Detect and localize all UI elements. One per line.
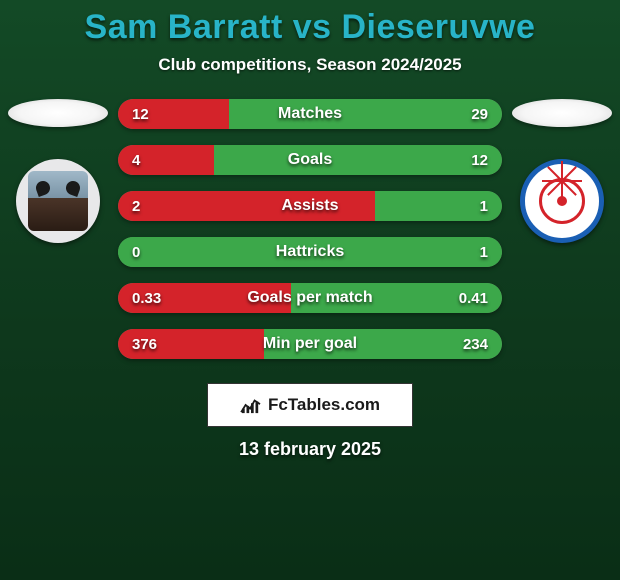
- stat-label: Hattricks: [276, 243, 344, 261]
- comparison-card: Sam Barratt vs Dieseruvwe Club competiti…: [0, 0, 620, 580]
- stat-value-right: 12: [471, 152, 488, 169]
- stat-label: Goals: [288, 151, 332, 169]
- brand-text: FcTables.com: [268, 395, 380, 415]
- stat-value-left: 0.33: [132, 290, 161, 307]
- left-player-oval: [8, 99, 108, 127]
- stat-fill-right: [214, 145, 502, 175]
- stat-value-left: 12: [132, 106, 149, 123]
- stat-value-left: 0: [132, 244, 140, 261]
- stat-value-left: 4: [132, 152, 140, 169]
- stat-value-right: 234: [463, 336, 488, 353]
- stat-bars: 12Matches294Goals122Assists10Hattricks10…: [118, 99, 502, 359]
- stat-bar: 2 Assists 1: [118, 191, 502, 221]
- stat-value-left: 2: [132, 198, 140, 215]
- stat-value-right: 29: [471, 106, 488, 123]
- stat-bar: 4 Goals 12: [118, 145, 502, 175]
- right-player-oval: [512, 99, 612, 127]
- stat-value-left: 376: [132, 336, 157, 353]
- stat-bar: 376 Min per goal 234: [118, 329, 502, 359]
- stat-value-right: 0.41: [459, 290, 488, 307]
- stat-bar: 12 Matches 29: [118, 99, 502, 129]
- right-player-column: [512, 99, 612, 243]
- stat-label: Assists: [282, 197, 339, 215]
- right-club-crest-icon: [534, 173, 590, 229]
- page-title: Sam Barratt vs Dieseruvwe: [0, 8, 620, 47]
- stat-value-right: 1: [480, 198, 488, 215]
- left-club-badge: [16, 159, 100, 243]
- stat-label: Goals per match: [247, 289, 372, 307]
- brand-chart-icon: [240, 396, 262, 414]
- stat-bar: 0 Hattricks 1: [118, 237, 502, 267]
- stat-label: Min per goal: [263, 335, 357, 353]
- brand-box: FcTables.com: [207, 383, 413, 427]
- date-text: 13 february 2025: [0, 439, 620, 460]
- stat-fill-right: [229, 99, 502, 129]
- stat-value-right: 1: [480, 244, 488, 261]
- subtitle: Club competitions, Season 2024/2025: [0, 55, 620, 75]
- right-club-badge: [520, 159, 604, 243]
- stat-bar: 0.33 Goals per match 0.41: [118, 283, 502, 313]
- left-player-column: [8, 99, 108, 243]
- left-club-crest-icon: [28, 171, 88, 231]
- stat-label: Matches: [278, 105, 342, 123]
- main-row: 12Matches294Goals122Assists10Hattricks10…: [0, 99, 620, 359]
